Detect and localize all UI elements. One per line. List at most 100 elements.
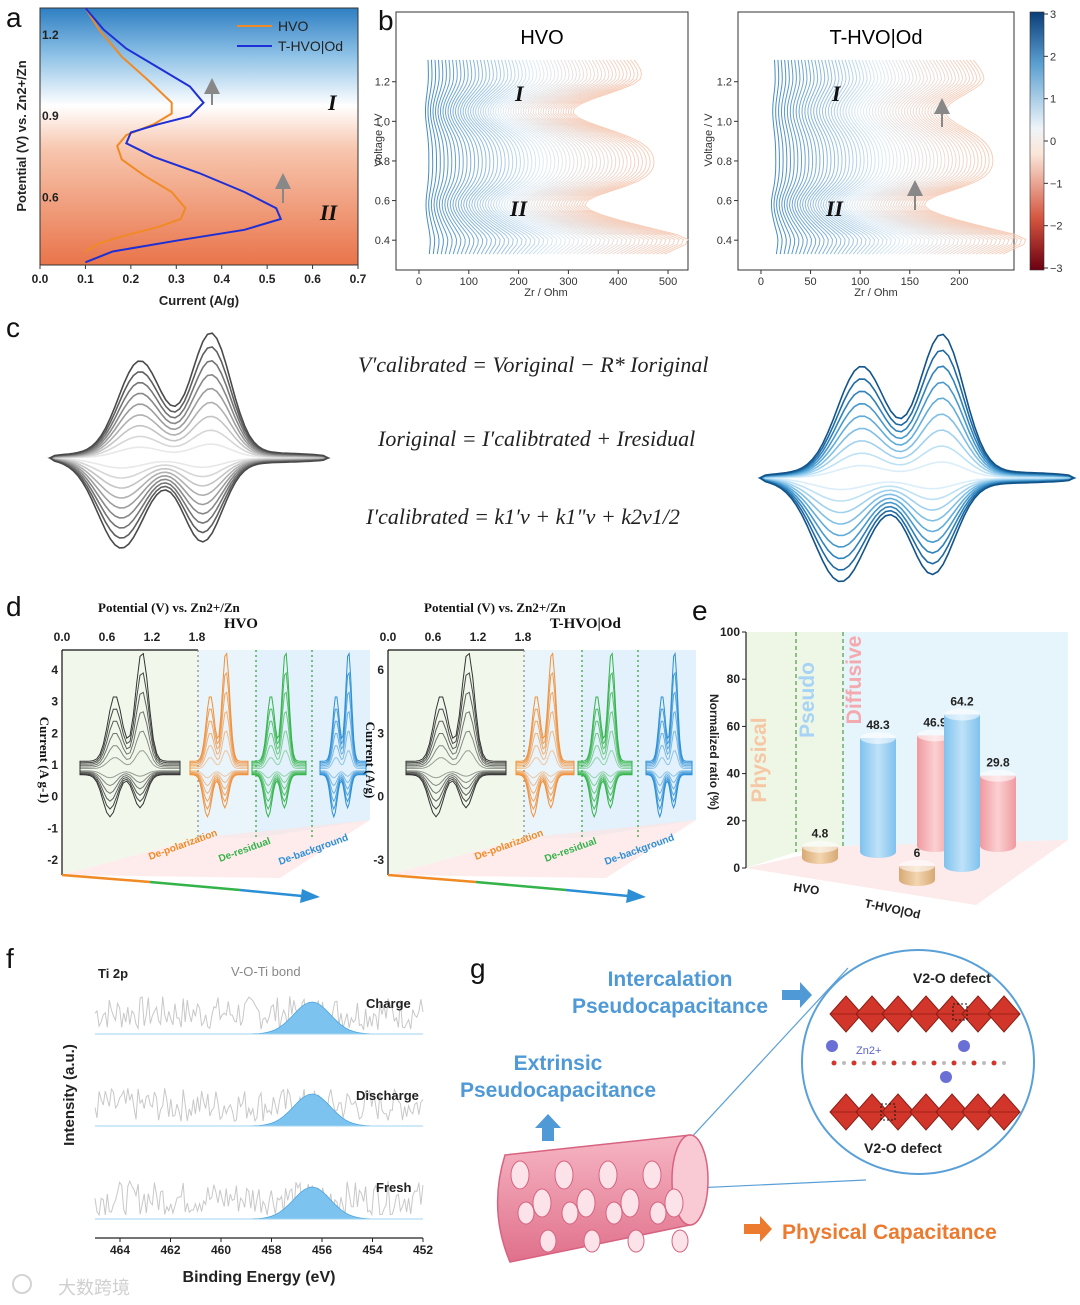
e-ytick-label: 20 bbox=[727, 814, 741, 828]
e-ytick-label: 100 bbox=[720, 625, 740, 639]
panel-b-xtick-label: 50 bbox=[804, 276, 816, 288]
colorbar-tick-label: 1 bbox=[1050, 94, 1056, 106]
colorbar-tick-label: 3 bbox=[1050, 9, 1056, 21]
panel-b-xtick-label: 400 bbox=[609, 276, 627, 288]
g-defect-top-label: V2-O defect bbox=[913, 970, 991, 986]
panel-b-xtick-label: 300 bbox=[559, 276, 577, 288]
panel-a-roman-i: I bbox=[327, 90, 338, 115]
panel-b-eis-curve bbox=[505, 59, 571, 255]
d-ylabel: Current (A/g) bbox=[363, 722, 378, 799]
g-interlayer-atom bbox=[871, 1060, 877, 1066]
f-xtick-label: 464 bbox=[110, 1243, 130, 1257]
panel-b-eis-curve bbox=[807, 59, 838, 255]
d-floor-plane bbox=[62, 820, 370, 878]
g-interlayer-atom bbox=[922, 1061, 926, 1065]
panel-b-eis-curve bbox=[562, 59, 671, 255]
panel-b-eis-curve bbox=[871, 59, 943, 255]
e-ytick-label: 40 bbox=[727, 767, 741, 781]
panel-b-xtick-label: 100 bbox=[460, 276, 478, 288]
panel-b-eis-curve bbox=[457, 59, 488, 255]
panel-b-eis-curve bbox=[502, 59, 567, 255]
panel-b-eis-curve bbox=[565, 59, 676, 255]
d-panel-title: HVO bbox=[224, 616, 258, 632]
panel-b-left-xlabel: Zr / Ohm bbox=[524, 287, 567, 299]
d-top-tick-label: 0.0 bbox=[54, 630, 71, 644]
colorbar-tick-label: −1 bbox=[1050, 178, 1063, 190]
panel-f-ylabel: Intensity (a.u.) bbox=[61, 1044, 78, 1146]
panel-a-ytick-label: 0.6 bbox=[42, 190, 59, 204]
panel-b-eis-curve bbox=[773, 59, 783, 255]
panel-b-eis-curve bbox=[851, 59, 909, 255]
panel-b-eis-curve bbox=[557, 59, 663, 255]
d-cv-loop bbox=[515, 652, 575, 819]
d-arrow-seg-green bbox=[475, 880, 567, 892]
panel-b-eis-curve bbox=[804, 59, 834, 255]
g-interlayer-atom bbox=[831, 1060, 837, 1066]
panel-b-eis-curve bbox=[439, 59, 458, 255]
panel-b-eis-curve bbox=[510, 59, 580, 255]
panel-a-xtick-label: 0.2 bbox=[123, 272, 140, 286]
e-bar-pseudo-thvo bbox=[944, 714, 980, 872]
panel-f-state-discharge: Discharge bbox=[356, 1088, 419, 1103]
panel-b-eis-curve bbox=[552, 59, 654, 255]
e-bar-value-physical-hvo: 4.8 bbox=[812, 827, 829, 841]
g-nanotube-pore bbox=[642, 1160, 662, 1190]
panel-b-ytick-label: 1.2 bbox=[717, 77, 732, 89]
panel-b-left-title: HVO bbox=[520, 27, 563, 49]
e-bar-top-pseudo-hvo bbox=[860, 732, 896, 745]
g-zn-ion bbox=[958, 1040, 970, 1052]
panel-b-eis-curve bbox=[843, 59, 897, 255]
panel-label-b: b bbox=[378, 5, 394, 36]
legend-label-hvo: HVO bbox=[278, 18, 308, 34]
panel-b-eis-curve bbox=[482, 59, 532, 255]
panel-b-ytick-label: 0.6 bbox=[375, 196, 390, 208]
panel-b-eis-curve bbox=[452, 59, 479, 255]
panel-b-eis-curve bbox=[467, 59, 506, 255]
d-top-tick-label: 1.2 bbox=[144, 630, 161, 644]
e-bar-top-pseudo-thvo bbox=[944, 708, 980, 721]
g-nanotube-pore bbox=[620, 1188, 640, 1218]
d-cv-loop bbox=[645, 651, 693, 819]
e-ytick-label: 80 bbox=[727, 672, 741, 686]
panel-b-eis-curve bbox=[820, 59, 859, 255]
panel-b-eis-curve bbox=[853, 59, 913, 255]
panel-f-bond-label: V-O-Ti bond bbox=[231, 964, 301, 979]
e-bar-top-diffusive-thvo bbox=[980, 769, 1016, 782]
panel-b-eis-curve bbox=[864, 59, 930, 255]
d-cv-loop bbox=[79, 652, 181, 818]
panel-b-eis-curve bbox=[778, 59, 792, 255]
e-bar-value-diffusive-thvo: 29.8 bbox=[986, 756, 1010, 770]
panel-b-eis-curve bbox=[480, 59, 527, 255]
panel-a-xtick-label: 0.6 bbox=[304, 272, 321, 286]
panel-g-illustration bbox=[496, 949, 1035, 1263]
f-xtick-label: 462 bbox=[160, 1243, 180, 1257]
panel-b-eis-curve bbox=[570, 59, 685, 255]
panel-b-eis-curve bbox=[472, 59, 514, 255]
panel-label-d: d bbox=[6, 591, 22, 622]
panel-b-eis-curve bbox=[923, 59, 1027, 255]
panel-b-eis-curve bbox=[809, 59, 842, 255]
panel-b-eis-curve bbox=[856, 59, 918, 255]
panel-b-eis-curve bbox=[434, 59, 449, 255]
watermark-logo-icon bbox=[12, 1274, 32, 1294]
panel-b-eis-curve bbox=[425, 59, 431, 255]
f-raw-spectrum-charge bbox=[94, 996, 424, 1031]
g-nanotube-pore bbox=[605, 1201, 623, 1225]
panel-b-eis-curve bbox=[454, 59, 484, 255]
g-interlayer-atom bbox=[1002, 1061, 1006, 1065]
panel-b-eis-curve bbox=[905, 59, 998, 255]
panel-b-right-plot: 0 50 100 150 200 0.4 0.6 0.8 1.0 1.2 bbox=[717, 59, 1027, 288]
watermark-text: 大数跨境 bbox=[58, 1278, 130, 1299]
panel-b-eis-curve bbox=[517, 59, 593, 255]
g-extrinsic-line1: Extrinsic bbox=[514, 1052, 603, 1075]
e-bar-value-diffusive-hvo: 46.9 bbox=[923, 715, 947, 729]
panel-a: a 0.0 0.1 0.2 0.3 0.4 0.5 0.6 0.7 1.2 0.9 0.6 Pote… bbox=[6, 2, 367, 308]
d-arrow-seg-green bbox=[149, 880, 241, 892]
d-top-axis-label: Potential (V) vs. Zn2+/Zn bbox=[98, 600, 241, 615]
panel-b-eis-curve bbox=[567, 59, 680, 255]
panel-b-eis-curve bbox=[814, 59, 850, 255]
panel-b-eis-curve bbox=[492, 59, 549, 255]
panel-b-colorbar-ticks: 3 2 1 0 −1 −2 −3 bbox=[1044, 9, 1063, 275]
d-physical-plane bbox=[388, 650, 524, 875]
panel-b-eis-curve bbox=[799, 59, 825, 255]
